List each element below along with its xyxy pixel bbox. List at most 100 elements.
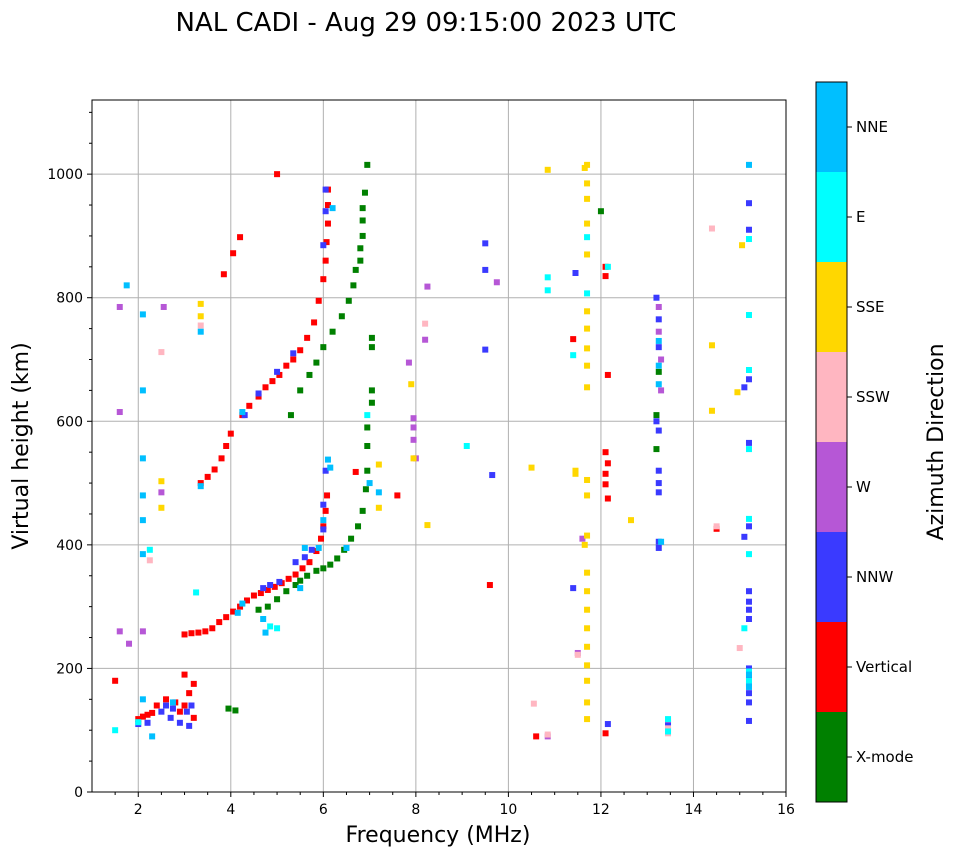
y-tick-label: 800 <box>56 291 83 307</box>
data-point <box>144 719 151 726</box>
data-point <box>655 316 662 323</box>
data-point <box>250 592 257 599</box>
data-point <box>139 551 146 558</box>
data-point <box>292 582 299 589</box>
data-point <box>237 234 244 241</box>
data-point <box>167 714 174 721</box>
data-point <box>665 728 672 735</box>
data-point <box>297 585 304 592</box>
data-point <box>197 313 204 320</box>
data-point <box>274 171 281 178</box>
data-point <box>267 623 274 630</box>
colorbar-segment <box>816 352 847 442</box>
series-nnw <box>135 186 752 734</box>
data-point <box>181 671 188 678</box>
data-point <box>223 443 230 449</box>
data-point <box>320 517 327 524</box>
data-point <box>352 468 359 475</box>
data-point <box>232 707 239 714</box>
data-point <box>359 217 366 224</box>
data-point <box>375 489 382 496</box>
data-point <box>139 455 146 462</box>
data-point <box>544 731 551 738</box>
data-point <box>655 303 662 310</box>
data-point <box>320 344 327 351</box>
data-point <box>653 412 660 419</box>
data-point <box>322 507 329 514</box>
colorbar-label-2: NNW <box>856 568 893 586</box>
data-point <box>257 590 264 597</box>
data-point <box>324 456 331 463</box>
data-point <box>301 554 308 561</box>
data-point <box>653 294 660 301</box>
data-point <box>708 342 715 349</box>
data-point <box>345 297 352 304</box>
data-point <box>493 279 500 286</box>
data-point <box>604 495 611 502</box>
data-point <box>584 643 591 650</box>
data-point <box>584 180 591 187</box>
data-point <box>655 427 662 434</box>
x-axis-ticks: 2 4 6 8 10 12 14 16 <box>114 792 795 818</box>
data-point <box>188 702 195 709</box>
data-point <box>276 578 283 585</box>
data-point <box>139 517 146 524</box>
data-point <box>315 544 322 551</box>
data-point <box>581 164 588 171</box>
data-point <box>223 614 230 621</box>
data-point <box>264 603 271 610</box>
data-point <box>489 472 496 479</box>
data-point <box>745 226 752 233</box>
data-point <box>323 239 330 246</box>
data-point <box>655 368 662 375</box>
y-tick-label: 200 <box>56 661 83 677</box>
data-point <box>584 220 591 227</box>
data-point <box>308 546 315 553</box>
data-point <box>584 345 591 352</box>
data-point <box>234 609 241 616</box>
data-point <box>364 161 371 168</box>
data-point <box>230 250 237 257</box>
data-point <box>220 271 227 278</box>
data-point <box>653 418 660 425</box>
data-point <box>741 384 748 391</box>
data-point <box>745 665 752 672</box>
colorbar-segment <box>816 532 847 622</box>
data-point <box>350 282 357 289</box>
data-point <box>665 719 672 726</box>
data-point <box>544 166 551 173</box>
data-point <box>329 328 336 335</box>
data-point <box>584 532 591 539</box>
data-point <box>311 319 318 326</box>
data-point <box>410 455 417 462</box>
data-point <box>745 523 752 530</box>
data-point <box>301 544 308 551</box>
grid-lines <box>92 100 787 792</box>
data-point <box>584 492 591 499</box>
data-point <box>149 733 156 740</box>
colorbar-label-3: W <box>856 478 871 496</box>
data-point <box>584 251 591 258</box>
data-point <box>482 240 489 247</box>
data-point <box>260 585 267 592</box>
data-point <box>329 205 336 212</box>
data-point <box>158 708 165 715</box>
data-point <box>745 376 752 383</box>
x-axis-label: Frequency (MHz) <box>346 823 531 848</box>
data-point <box>410 436 417 443</box>
data-point <box>327 561 334 568</box>
data-point <box>628 517 635 524</box>
data-point <box>584 588 591 595</box>
data-point <box>186 722 193 729</box>
data-point <box>144 711 151 718</box>
data-point <box>216 619 223 626</box>
data-point <box>139 696 146 703</box>
data-point <box>745 367 752 374</box>
data-point <box>158 489 165 496</box>
data-point <box>348 535 355 542</box>
data-point <box>745 677 752 684</box>
data-point <box>584 569 591 576</box>
data-point <box>274 596 281 603</box>
data-point <box>584 662 591 669</box>
